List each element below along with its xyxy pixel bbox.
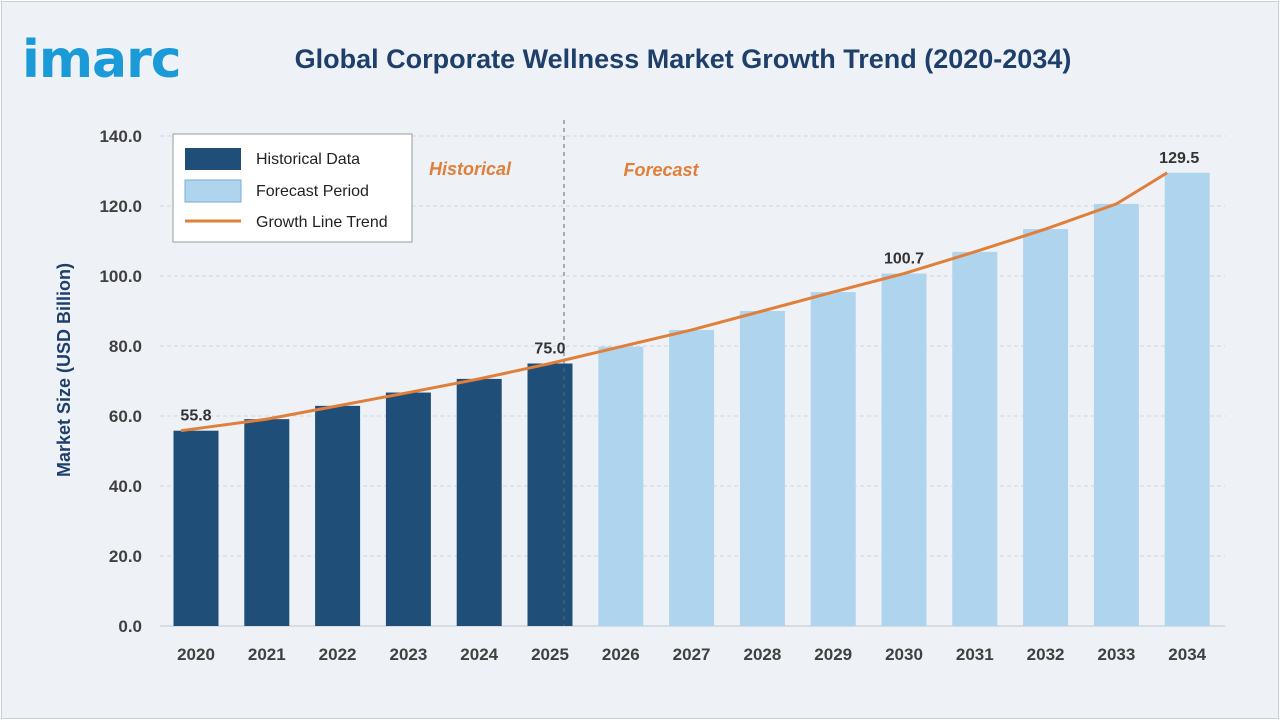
x-tick-label: 2032 xyxy=(1027,645,1065,664)
bar-2032 xyxy=(1023,229,1069,626)
y-tick-label: 140.0 xyxy=(99,127,142,146)
x-tick-label: 2031 xyxy=(956,645,994,664)
bar-2027 xyxy=(669,329,715,626)
data-label: 75.0 xyxy=(534,341,565,358)
bar-2026 xyxy=(598,346,644,626)
bar-2022 xyxy=(315,405,361,626)
x-tick-label: 2025 xyxy=(531,645,569,664)
bar-2031 xyxy=(952,251,998,626)
chart-title: Global Corporate Wellness Market Growth … xyxy=(294,44,1072,74)
y-tick-label: 0.0 xyxy=(118,617,142,636)
y-tick-label: 40.0 xyxy=(109,477,142,496)
bar-2029 xyxy=(810,292,856,626)
y-tick-label: 120.0 xyxy=(99,197,142,216)
x-tick-label: 2034 xyxy=(1168,645,1206,664)
data-label: 55.8 xyxy=(180,408,211,425)
x-tick-label: 2023 xyxy=(389,645,427,664)
x-tick-label: 2030 xyxy=(885,645,923,664)
bar-2030 xyxy=(881,273,927,626)
growth-trend-line xyxy=(180,171,1168,433)
bar-2033 xyxy=(1093,203,1139,626)
imarc-logo: imarc xyxy=(22,30,182,90)
legend-label: Growth Line Trend xyxy=(256,214,388,231)
x-tick-label: 2033 xyxy=(1097,645,1135,664)
x-tick-label: 2022 xyxy=(319,645,357,664)
x-tick-label: 2020 xyxy=(177,645,215,664)
y-tick-label: 100.0 xyxy=(99,267,142,286)
bar-2034 xyxy=(1164,172,1210,626)
y-tick-label: 80.0 xyxy=(109,337,142,356)
x-tick-label: 2024 xyxy=(460,645,498,664)
data-label: 100.7 xyxy=(884,251,924,268)
bar-2025 xyxy=(527,363,573,626)
bar-2028 xyxy=(739,311,785,626)
x-tick-label: 2026 xyxy=(602,645,640,664)
bar-2024 xyxy=(456,378,502,626)
y-tick-label: 60.0 xyxy=(109,407,142,426)
legend-label: Forecast Period xyxy=(256,183,369,200)
legend-label: Historical Data xyxy=(256,151,360,168)
x-tick-label: 2021 xyxy=(248,645,286,664)
y-tick-label: 20.0 xyxy=(109,547,142,566)
bar-2021 xyxy=(244,419,290,626)
x-tick-label: 2027 xyxy=(673,645,711,664)
bar-2020 xyxy=(173,430,219,626)
y-axis-label: Market Size (USD Billion) xyxy=(54,263,74,477)
x-tick-label: 2028 xyxy=(743,645,781,664)
legend-swatch-forecast xyxy=(184,179,242,203)
data-label: 129.5 xyxy=(1159,150,1199,167)
forecast-annotation: Forecast xyxy=(623,160,699,180)
historical-annotation: Historical xyxy=(429,159,512,179)
bar-2023 xyxy=(385,392,431,626)
legend-swatch-historical xyxy=(185,148,241,170)
x-tick-label: 2029 xyxy=(814,645,852,664)
